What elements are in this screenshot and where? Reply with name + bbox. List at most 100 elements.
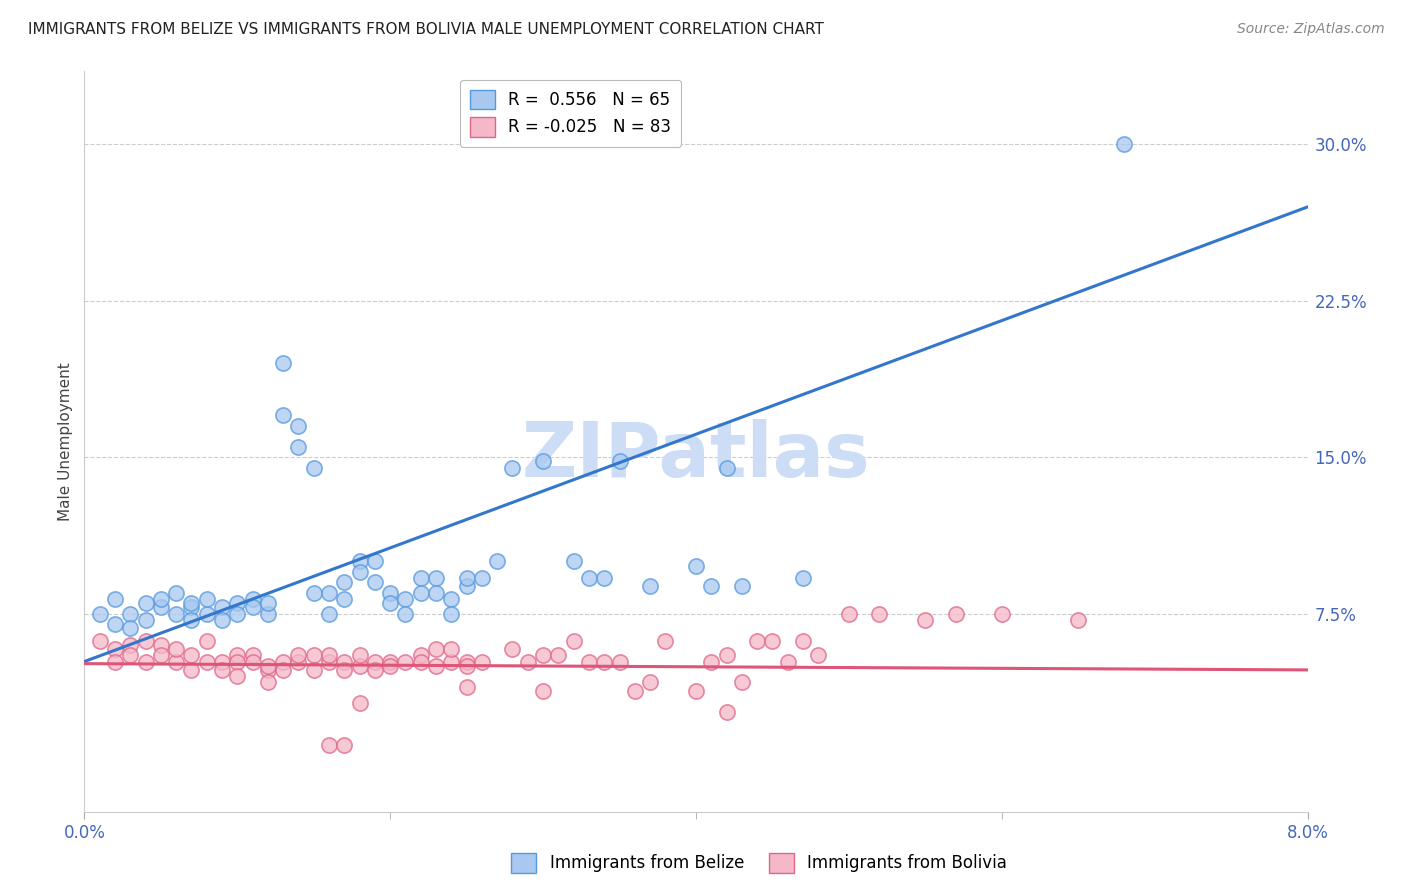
Point [761, 633, 783, 648]
Point [180, 600, 202, 615]
Point [211, 600, 233, 615]
Point [792, 633, 814, 648]
Point [562, 554, 585, 568]
Point [180, 648, 202, 663]
Point [135, 655, 157, 669]
Point [318, 607, 340, 621]
Point [991, 607, 1014, 621]
Point [440, 655, 463, 669]
Point [547, 648, 569, 663]
Point [271, 409, 294, 423]
Point [349, 554, 371, 568]
Point [302, 648, 325, 663]
Point [149, 592, 172, 607]
Point [394, 592, 416, 607]
Point [195, 607, 218, 621]
Point [242, 600, 264, 615]
Point [333, 663, 356, 677]
Point [685, 683, 707, 698]
Point [120, 648, 142, 663]
Point [195, 633, 218, 648]
Point [456, 579, 478, 593]
Point [869, 607, 891, 621]
Point [700, 579, 723, 593]
Point [104, 617, 127, 632]
Point [165, 607, 187, 621]
Point [716, 460, 738, 475]
Point [380, 655, 402, 669]
Point [271, 663, 294, 677]
Point [211, 663, 233, 677]
Point [257, 675, 280, 690]
Point [440, 592, 463, 607]
Point [516, 655, 538, 669]
Point [638, 675, 661, 690]
Point [287, 655, 309, 669]
Point [318, 648, 340, 663]
Point [562, 633, 585, 648]
Point [226, 669, 249, 683]
Point [180, 663, 202, 677]
Point [792, 571, 814, 585]
Point [120, 607, 142, 621]
Point [195, 592, 218, 607]
Point [333, 655, 356, 669]
Point [456, 655, 478, 669]
Text: IMMIGRANTS FROM BELIZE VS IMMIGRANTS FROM BOLIVIA MALE UNEMPLOYMENT CORRELATION : IMMIGRANTS FROM BELIZE VS IMMIGRANTS FRO… [28, 22, 824, 37]
Point [409, 586, 432, 600]
Point [165, 586, 187, 600]
Point [349, 658, 371, 673]
Point [838, 607, 860, 621]
Point [471, 655, 494, 669]
Point [257, 596, 280, 610]
Point [409, 648, 432, 663]
Point [394, 607, 416, 621]
Point [349, 565, 371, 579]
Point [1067, 613, 1090, 627]
Point [1114, 137, 1136, 152]
Point [609, 454, 631, 468]
Point [456, 571, 478, 585]
Point [440, 607, 463, 621]
Point [135, 596, 157, 610]
Point [731, 675, 754, 690]
Point [716, 705, 738, 719]
Y-axis label: Male Unemployment: Male Unemployment [58, 362, 73, 521]
Point [257, 658, 280, 673]
Point [593, 571, 616, 585]
Point [364, 575, 387, 590]
Point [257, 607, 280, 621]
Point [302, 586, 325, 600]
Point [364, 554, 387, 568]
Point [349, 648, 371, 663]
Point [502, 460, 524, 475]
Point [287, 440, 309, 454]
Point [318, 655, 340, 669]
Point [287, 418, 309, 433]
Point [333, 738, 356, 752]
Point [242, 592, 264, 607]
Point [531, 683, 554, 698]
Point [135, 613, 157, 627]
Point [226, 655, 249, 669]
Point [502, 642, 524, 657]
Point [578, 571, 600, 585]
Point [364, 663, 387, 677]
Point [700, 655, 723, 669]
Point [638, 579, 661, 593]
Point [257, 663, 280, 677]
Point [120, 621, 142, 635]
Point [394, 655, 416, 669]
Point [425, 642, 447, 657]
Point [471, 571, 494, 585]
Point [149, 638, 172, 652]
Point [624, 683, 647, 698]
Point [226, 648, 249, 663]
Point [486, 554, 509, 568]
Point [195, 655, 218, 669]
Point [242, 648, 264, 663]
Point [104, 592, 127, 607]
Point [104, 655, 127, 669]
Point [380, 586, 402, 600]
Point [242, 655, 264, 669]
